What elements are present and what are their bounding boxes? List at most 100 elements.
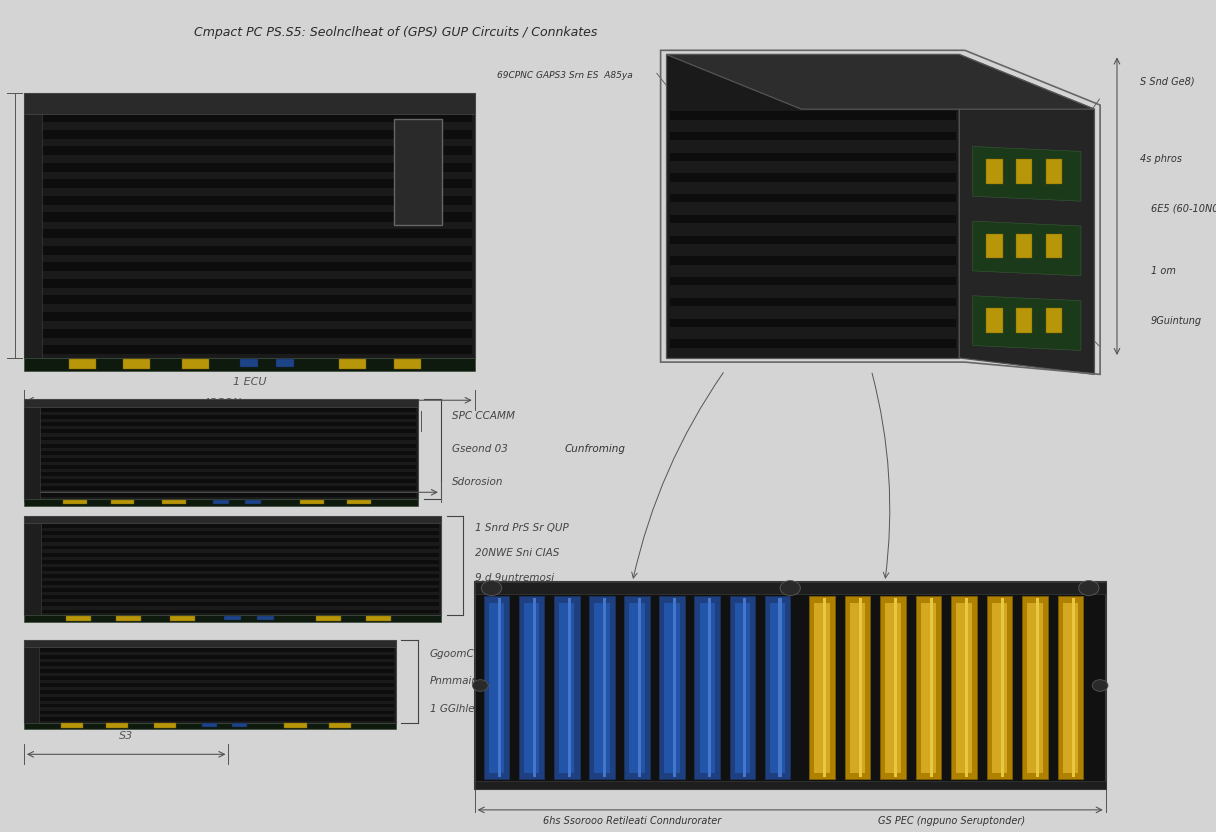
Bar [123,359,150,369]
Bar [554,597,580,779]
Bar [956,602,972,773]
Circle shape [473,680,488,691]
Bar [474,781,1105,789]
Bar [24,92,43,358]
Bar [27,229,473,238]
Polygon shape [670,194,956,202]
Bar [24,92,474,358]
Bar [27,163,473,171]
Polygon shape [670,173,956,181]
Circle shape [1092,680,1108,691]
Bar [26,487,416,490]
Bar [27,130,473,139]
Text: 1 om: 1 om [1150,266,1176,276]
Bar [26,595,439,599]
Bar [394,359,421,369]
Bar [24,499,418,506]
Bar [694,597,720,779]
Bar [26,574,439,578]
Bar [880,597,906,779]
Bar [858,598,862,777]
Polygon shape [973,221,1081,276]
Bar [328,724,351,728]
Text: 9Guintung: 9Guintung [1150,315,1201,325]
Bar [26,567,439,571]
Text: 4 Borkdltunes: 4 Borkdltunes [474,597,547,607]
Bar [484,597,510,779]
Bar [894,598,897,777]
Bar [709,598,711,777]
Bar [61,724,84,728]
Bar [241,359,258,367]
Text: S Snd Ge8): S Snd Ge8) [1139,77,1194,87]
Text: 20NWE Sni CIAS: 20NWE Sni CIAS [474,547,559,557]
Bar [916,597,941,779]
Bar [26,552,439,557]
Text: 1 Snrd PrS Sr QUP: 1 Snrd PrS Sr QUP [474,523,568,533]
Bar [27,179,473,188]
Bar [730,597,755,779]
Bar [1001,598,1003,777]
Bar [26,479,416,483]
Bar [24,516,441,523]
Bar [111,500,134,504]
Bar [24,399,418,408]
Bar [26,429,416,433]
Bar [26,560,439,563]
Bar [26,717,394,721]
Text: 4SCON: 4SCON [203,398,242,408]
Bar [743,598,747,777]
Bar [244,500,260,504]
Bar [27,279,473,288]
Bar [24,516,441,615]
Bar [27,312,473,321]
Bar [162,500,186,504]
Bar [224,616,241,620]
Bar [24,516,40,615]
Bar [106,724,128,728]
Bar [24,399,418,499]
Polygon shape [670,111,956,120]
Bar [26,662,394,666]
Bar [765,597,790,779]
Circle shape [1079,581,1099,596]
Polygon shape [973,146,1081,201]
Text: 9.d 9untremosi: 9.d 9untremosi [474,572,553,582]
Bar [27,146,473,156]
Bar [778,598,782,777]
Bar [213,500,229,504]
Bar [26,711,394,715]
Bar [26,696,394,701]
Bar [845,597,871,779]
Bar [699,602,715,773]
Bar [26,415,416,419]
Bar [26,538,439,542]
Bar [26,401,416,405]
Bar [24,92,474,114]
Circle shape [482,581,502,596]
Bar [664,602,680,773]
Bar [26,437,416,440]
Bar [26,465,416,469]
Bar [770,602,784,773]
Bar [24,640,39,723]
Text: Pnmmairzemid: Pnmmairzemid [429,676,508,686]
Bar [300,500,323,504]
Bar [1071,598,1075,777]
Bar [630,602,644,773]
Bar [590,597,614,779]
Polygon shape [670,256,956,265]
Bar [850,602,865,773]
Bar [24,399,40,499]
Bar [474,582,1105,789]
Text: GgoomCTu: GgoomCTu [429,649,486,659]
Bar [1017,308,1032,333]
Bar [986,597,1012,779]
Bar [232,724,247,727]
Bar [519,597,545,779]
Polygon shape [670,153,956,161]
Polygon shape [670,339,956,348]
Bar [1023,597,1048,779]
Bar [986,234,1002,259]
Bar [24,640,395,723]
